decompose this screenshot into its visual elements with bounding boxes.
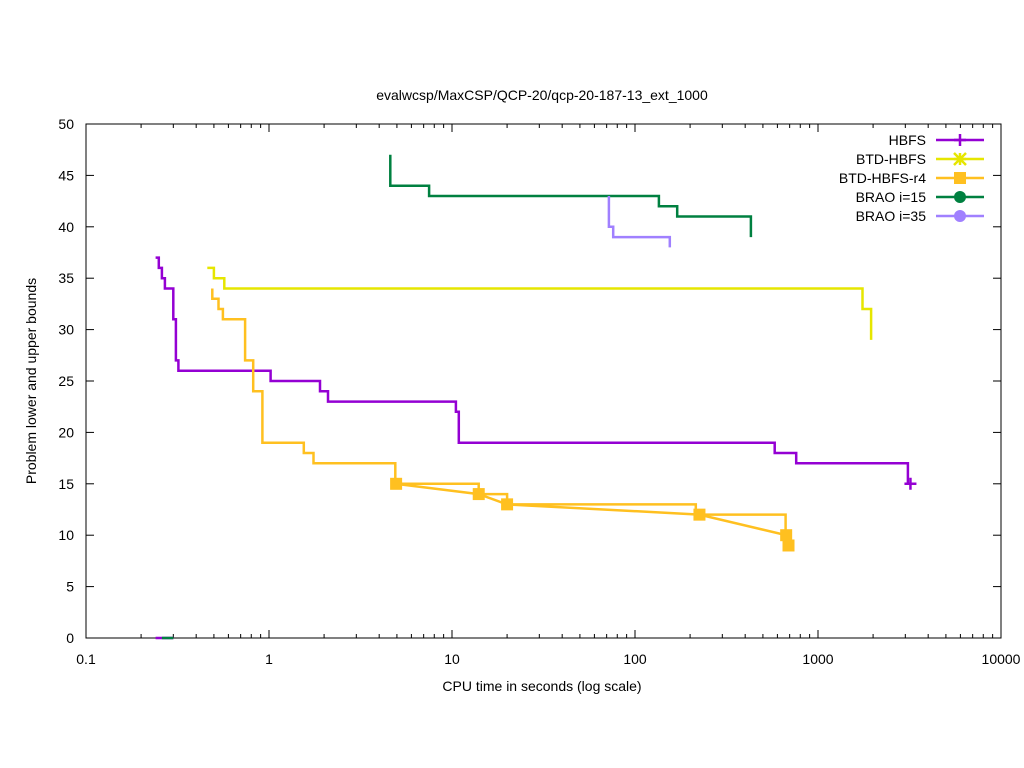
legend-marker-btd-hbfs	[953, 152, 967, 166]
series-brao-i-35	[607, 196, 672, 248]
series-btd-hbfs-r4-point	[472, 488, 485, 501]
x-tick-label: 0.1	[76, 651, 96, 667]
legend-label-btd-hbfs: BTD-HBFS	[856, 151, 926, 167]
series-btd-hbfs-r4-point	[782, 539, 795, 552]
y-tick-label: 0	[66, 630, 74, 646]
y-tick-label: 30	[58, 322, 74, 338]
series-brao-i-15	[161, 154, 753, 640]
legend-marker-btd-hbfs-r4	[954, 172, 966, 184]
chart-title: evalwcsp/MaxCSP/QCP-20/qcp-20-187-13_ext…	[376, 87, 708, 103]
legend: HBFS BTD-HBFS BTD-HBFS-r4 BRAO i=15 BRAO i=3…	[839, 132, 984, 224]
x-tick-label: 100	[623, 651, 647, 667]
y-tick-label: 20	[58, 424, 74, 440]
y-tick-label: 35	[58, 270, 74, 286]
series-hbfs	[155, 256, 917, 640]
legend-label-brao-i-35: BRAO i=35	[856, 208, 927, 224]
series-hbfs-upper-line	[155, 256, 910, 484]
series-btd-hbfs	[207, 266, 873, 340]
y-tick-label: 15	[58, 476, 74, 492]
y-tick-label: 5	[66, 579, 74, 595]
legend-label-brao-i-15: BRAO i=15	[856, 189, 927, 205]
y-tick-label: 50	[58, 116, 74, 132]
series-btd-hbfs-r4	[211, 288, 795, 552]
series-btd-hbfs-r4-point	[390, 477, 403, 490]
axes: 0 5 10 15 20 25 30 35 40 45 50 0.1 1 10 100 1000 10000	[58, 116, 1020, 667]
legend-label-btd-hbfs-r4: BTD-HBFS-r4	[839, 170, 926, 186]
series-brao-i-35-upper-line	[607, 196, 672, 248]
y-axis-label: Problem lower and upper bounds	[23, 278, 39, 484]
y-tick-label: 10	[58, 527, 74, 543]
legend-marker-hbfs	[954, 134, 966, 146]
series-btd-hbfs-r4-point	[780, 529, 793, 542]
series-btd-hbfs-upper-line	[207, 266, 873, 340]
series-hbfs-point	[904, 477, 917, 490]
x-tick-label: 1	[265, 651, 273, 667]
plot-frame	[85, 123, 1002, 639]
y-tick-label: 40	[58, 219, 74, 235]
y-tick-label: 45	[58, 167, 74, 183]
legend-marker-brao-i-35	[954, 210, 966, 222]
x-axis-label: CPU time in seconds (log scale)	[442, 678, 641, 694]
series-btd-hbfs-r4-point	[693, 508, 706, 521]
series-group	[155, 154, 917, 640]
legend-label-hbfs: HBFS	[889, 132, 926, 148]
x-tick-label: 10000	[982, 651, 1021, 667]
series-btd-hbfs-r4-point	[501, 498, 514, 511]
x-tick-label: 10	[444, 651, 460, 667]
y-tick-label: 25	[58, 373, 74, 389]
x-tick-label: 1000	[802, 651, 833, 667]
series-brao-i-15-upper-line	[389, 154, 753, 238]
legend-marker-brao-i-15	[954, 191, 966, 203]
